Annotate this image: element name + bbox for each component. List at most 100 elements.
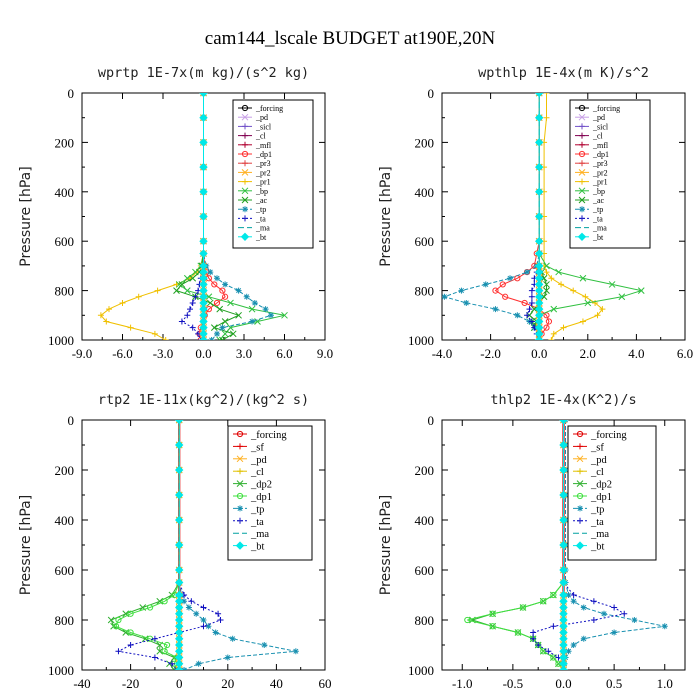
y-tick-label: 600	[415, 234, 435, 249]
legend-marker	[242, 160, 248, 167]
data-point	[661, 623, 668, 630]
data-point	[214, 330, 220, 337]
x-tick-label: 3.0	[236, 346, 252, 361]
legend: _forcing_sf _pd_cl _dp2_dp1_tp _ta_ma _bt	[567, 425, 657, 561]
data-point	[492, 287, 499, 294]
data-point	[184, 312, 191, 319]
y-tick-label: 800	[55, 284, 75, 299]
data-point	[127, 324, 134, 331]
legend-label: _pd	[592, 113, 605, 122]
data-point	[545, 318, 553, 325]
x-tick-label: 2.0	[580, 346, 596, 361]
data-point	[570, 287, 577, 294]
data-point	[545, 648, 552, 655]
legend-label: _bt	[250, 542, 265, 553]
legend-marker	[242, 141, 248, 148]
data-point	[192, 293, 199, 300]
data-point	[173, 287, 180, 294]
chart-title: wprtp 1E-7x(m kg)/(s^2 kg)	[98, 65, 309, 81]
data-point	[543, 287, 550, 294]
data-point	[161, 648, 168, 655]
legend-marker	[578, 113, 586, 121]
data-point	[156, 597, 164, 605]
data-point	[235, 287, 242, 294]
legend-marker	[241, 196, 249, 204]
legend-marker	[575, 541, 585, 550]
data-point	[502, 293, 509, 300]
legend-label: _dp1	[255, 150, 272, 159]
x-tick-label: 6.0	[677, 346, 693, 361]
legend-box	[567, 425, 657, 561]
data-point	[534, 93, 544, 98]
legend-label: _ac	[255, 196, 268, 205]
data-point	[555, 268, 562, 276]
series-group	[97, 93, 288, 340]
data-point	[162, 337, 169, 340]
legend-label: _ma	[592, 224, 607, 233]
legend-marker	[242, 132, 248, 139]
data-point	[219, 287, 226, 294]
x-tick-label: -20	[122, 676, 139, 691]
legend-marker	[241, 113, 249, 121]
data-point	[534, 236, 544, 246]
legend-marker	[236, 430, 244, 438]
x-tick-label: -9.0	[72, 346, 93, 361]
data-point	[621, 610, 628, 617]
data-point	[174, 540, 184, 550]
data-point	[560, 324, 567, 331]
data-point	[217, 617, 224, 623]
data-point	[530, 635, 537, 642]
data-point	[181, 598, 188, 605]
series-line-tp	[442, 93, 540, 340]
data-point	[442, 293, 448, 300]
x-tick-label: 0.0	[195, 346, 211, 361]
data-point	[115, 616, 122, 624]
data-point	[570, 642, 577, 648]
data-point	[631, 617, 638, 623]
data-point	[262, 306, 269, 313]
legend-label: _ma	[590, 529, 609, 540]
data-point	[199, 249, 208, 258]
data-point	[135, 293, 142, 300]
legend-marker	[578, 104, 586, 112]
data-point	[189, 299, 196, 306]
legend-label: _cl	[592, 132, 604, 141]
legend-marker	[241, 187, 249, 195]
data-point	[489, 610, 496, 617]
data-point	[119, 299, 126, 306]
data-point	[534, 249, 544, 258]
y-axis-label: Pressure [hPa]	[378, 495, 394, 595]
legend-marker	[241, 104, 249, 112]
data-point	[189, 324, 196, 331]
data-point	[151, 635, 158, 642]
legend-label: _pr2	[592, 168, 608, 177]
y-tick-label: 600	[55, 563, 75, 578]
legend-marker	[577, 443, 583, 450]
data-point	[528, 299, 535, 306]
series-line-ta	[526, 93, 540, 340]
data-point	[463, 299, 470, 306]
legend-label: _pd	[255, 113, 268, 122]
data-point	[590, 617, 597, 623]
series-line-dp2	[110, 420, 180, 670]
data-point	[514, 629, 522, 636]
legend-marker	[242, 178, 248, 185]
data-point	[163, 641, 171, 649]
legend-marker	[578, 169, 586, 176]
data-point	[524, 269, 531, 276]
legend-label: _pr1	[255, 178, 271, 187]
legend-marker	[578, 150, 586, 158]
data-point	[200, 617, 207, 623]
legend-marker	[579, 123, 585, 130]
data-point	[521, 299, 528, 307]
data-point	[199, 212, 208, 221]
legend-label: _cl	[250, 467, 264, 478]
data-point	[608, 281, 616, 288]
figure-title: cam144_lscale BUDGET at190E,20N	[205, 28, 496, 49]
data-point	[199, 93, 208, 98]
data-point	[543, 269, 550, 276]
chart-title: rtp2 1E-11x(kg^2)/(kg^2 s)	[98, 392, 309, 408]
data-point	[543, 114, 550, 121]
data-point	[107, 616, 115, 624]
data-point	[205, 293, 213, 301]
